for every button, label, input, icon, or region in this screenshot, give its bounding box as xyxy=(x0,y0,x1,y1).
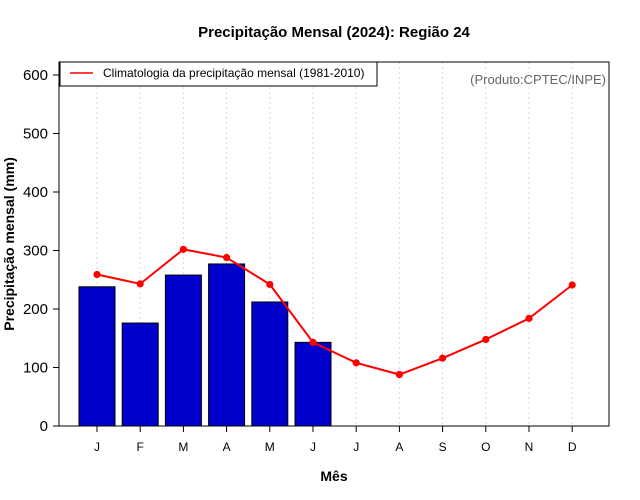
x-tick-label: M xyxy=(265,440,275,454)
x-tick-label: J xyxy=(310,440,316,454)
bar-1 xyxy=(78,286,116,427)
climatology-point-2 xyxy=(136,280,144,288)
y-tick-label: 0 xyxy=(40,418,48,435)
climatology-point-6 xyxy=(309,338,317,346)
x-tick-label: S xyxy=(439,440,447,454)
x-tick-label: J xyxy=(94,440,100,454)
grid-lines xyxy=(96,62,573,426)
climatology-series xyxy=(93,245,576,379)
climatology-point-7 xyxy=(352,359,360,367)
bar-5 xyxy=(251,301,289,427)
climatology-point-10 xyxy=(482,335,490,344)
climatology-point-4 xyxy=(223,253,231,262)
x-tick-label: N xyxy=(525,440,534,454)
x-tick-label: A xyxy=(223,440,231,454)
x-tick-label: O xyxy=(481,440,490,454)
climatology-point-3 xyxy=(179,245,187,253)
y-axis-label: Precipitação mensal (mm) xyxy=(1,157,17,331)
climatology-point-9 xyxy=(439,354,447,362)
y-tick-label: 600 xyxy=(23,67,48,84)
legend: Climatologia da precipitação mensal (198… xyxy=(59,61,378,87)
bar-series xyxy=(78,263,332,427)
chart-title: Precipitação Mensal (2024): Região 24 xyxy=(198,24,470,41)
bar-4 xyxy=(208,263,246,427)
climatology-point-1 xyxy=(93,270,101,279)
y-tick-label: 500 xyxy=(23,126,48,143)
legend-label: Climatologia da precipitação mensal (198… xyxy=(103,66,364,80)
x-tick-label: D xyxy=(568,440,577,454)
climatology-point-11 xyxy=(525,314,533,322)
x-tick-label: A xyxy=(395,440,403,454)
y-axis: 0 100 200 300 400 500 600 xyxy=(23,67,59,435)
climatology-line xyxy=(96,248,573,376)
bar-6 xyxy=(294,341,332,427)
climatology-point-5 xyxy=(266,280,274,289)
x-axis-label: Mês xyxy=(320,468,347,484)
y-tick-label: 100 xyxy=(23,360,48,377)
bar-3 xyxy=(164,274,202,427)
bar-2 xyxy=(121,322,159,427)
source-credit: (Produto:CPTEC/INPE) xyxy=(470,72,606,87)
x-tick-label: J xyxy=(353,440,359,454)
y-tick-label: 200 xyxy=(23,301,48,318)
legend-box xyxy=(59,61,378,87)
x-tick-label: F xyxy=(137,440,144,454)
climatology-point-8 xyxy=(395,370,403,379)
x-tick-label: M xyxy=(178,440,188,454)
y-tick-label: 400 xyxy=(23,184,48,201)
climatology-point-12 xyxy=(568,281,576,289)
y-tick-label: 300 xyxy=(23,243,48,260)
